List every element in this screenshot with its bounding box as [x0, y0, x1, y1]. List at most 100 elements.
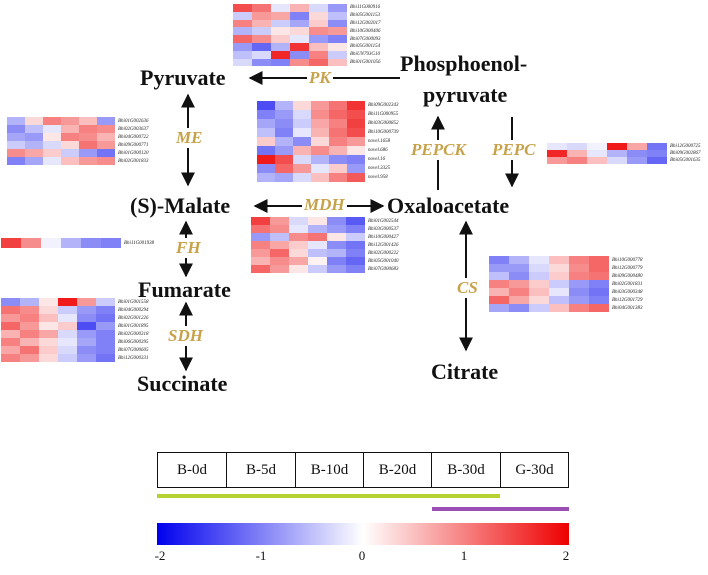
heatmap-cell [39, 338, 58, 346]
heatmap-cell [308, 217, 327, 225]
heatmap-cell [549, 304, 569, 312]
gene-label: BhiUN793G10 [350, 52, 380, 58]
heatmap-cell [293, 137, 311, 146]
gene-label: Bhi11G000916 [350, 5, 381, 11]
heatmap-cell [1, 330, 20, 338]
heatmap-cell [270, 217, 289, 225]
heatmap-cell [308, 257, 327, 265]
heatmap-cell [252, 11, 271, 20]
heatmap-cell [252, 50, 271, 59]
heatmap-cell [79, 125, 97, 133]
heatmap-cell [589, 280, 609, 288]
gene-label: Bhi05G001153 [350, 13, 381, 19]
heatmap-cell [309, 35, 328, 43]
heatmap-cell [20, 338, 39, 346]
gene-label: Bhi03G000348 [612, 289, 643, 295]
heatmap-cell [567, 150, 587, 157]
enzyme-mdh: MDH [302, 195, 347, 215]
heatmap-cell [270, 249, 289, 257]
heatmap-cell [257, 164, 275, 173]
heatmap-cell [233, 27, 252, 36]
heatmap-cell [252, 35, 271, 43]
heatmap-cell [327, 217, 346, 225]
color-tick-0: -2 [154, 548, 166, 563]
heatmap-cell [607, 143, 627, 150]
heatmap-cell [293, 119, 311, 128]
gene-label: Bhi11G000955 [368, 112, 399, 117]
heatmap-cell [251, 217, 270, 225]
heatmap-cell [257, 128, 275, 137]
heatmap-cell [251, 241, 270, 249]
heatmap-cell [347, 119, 365, 128]
heatmap-cell [289, 241, 308, 249]
heatmap-cell [39, 298, 58, 306]
heatmap-cell [346, 265, 365, 273]
gene-label: novel.686 [368, 148, 388, 153]
heatmap-cell [329, 128, 347, 137]
heatmap-cell [549, 280, 569, 288]
heatmap-cell [251, 225, 270, 233]
gene-label: Bhi02G001833 [118, 158, 149, 164]
heatmap-cell [346, 217, 365, 225]
gene-label: Bhi12G002017 [350, 20, 381, 26]
stage-box-5: G-30d [500, 452, 569, 488]
metabolite-malate: (S)-Malate [130, 193, 231, 218]
heatmap-cell [39, 322, 58, 330]
metabolite-pyruvate: Pyruvate [140, 65, 226, 90]
heatmap-cell [77, 306, 96, 314]
heatmap-cell [327, 241, 346, 249]
heatmap-cell [293, 173, 311, 182]
heatmap-cell [587, 150, 607, 157]
heatmap-cell [529, 280, 549, 288]
heatmap-cell [290, 35, 309, 43]
heatmap-cell [311, 101, 329, 110]
heatmap-cell [509, 288, 529, 296]
heatmap-cell [97, 149, 115, 157]
gene-label: novel.1658 [368, 139, 391, 144]
heatmap-cell [61, 133, 79, 141]
heatmap-cell [289, 233, 308, 241]
heatmap-cell [329, 110, 347, 119]
heatmap-cell [329, 164, 347, 173]
gene-label: Bhi10G000739 [368, 130, 399, 135]
heatmap-cell [346, 233, 365, 241]
heatmap-cell [270, 225, 289, 233]
heatmap-cell [329, 146, 347, 155]
heatmap-cell [509, 280, 529, 288]
group-bar-purple [432, 507, 569, 511]
heatmap-cell [1, 238, 21, 248]
heatmap-cell [97, 117, 115, 125]
heatmap-cell [252, 27, 271, 36]
heatmap-cell [293, 164, 311, 173]
gene-label: Bhi02G001226 [118, 315, 149, 321]
heatmap-cell [58, 298, 77, 306]
heatmap-cell [20, 354, 39, 362]
heatmap-cell [589, 264, 609, 272]
heatmap-cell [567, 157, 587, 164]
metabolite-oxaloacetate: Oxaloacetate [387, 193, 510, 218]
heatmap-cell [569, 280, 589, 288]
heatmap-cell [329, 155, 347, 164]
heatmap-cell [290, 19, 309, 28]
heatmap-cell [271, 19, 290, 28]
gene-label: Bhi10G000427 [368, 234, 399, 240]
heatmap-cell [271, 11, 290, 20]
heatmap-fh: Bhi11G001938 [1, 238, 154, 248]
heatmap-cell [79, 117, 97, 125]
stage-box-2: B-10d [295, 452, 364, 488]
gene-label: Bhi01G001056 [350, 59, 381, 65]
heatmap-cell [43, 157, 61, 165]
gene-label: Bhi05G001154 [350, 44, 381, 50]
heatmap-cell [96, 338, 115, 346]
heatmap-cell [547, 143, 567, 150]
heatmap-cell [489, 288, 509, 296]
heatmap-cell [275, 173, 293, 182]
gene-label: Bhi09G002343 [368, 103, 399, 108]
heatmap-cell [569, 272, 589, 280]
heatmap-cell [275, 137, 293, 146]
heatmap-cell [275, 146, 293, 155]
heatmap-cell [589, 296, 609, 304]
heatmap-cell [347, 110, 365, 119]
gene-label: novel.958 [368, 175, 388, 180]
heatmap-cell [97, 157, 115, 165]
